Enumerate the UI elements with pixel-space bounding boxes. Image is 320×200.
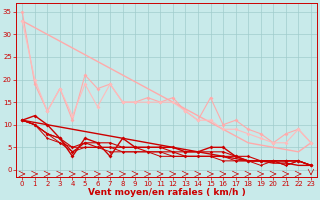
X-axis label: Vent moyen/en rafales ( km/h ): Vent moyen/en rafales ( km/h ) <box>88 188 245 197</box>
